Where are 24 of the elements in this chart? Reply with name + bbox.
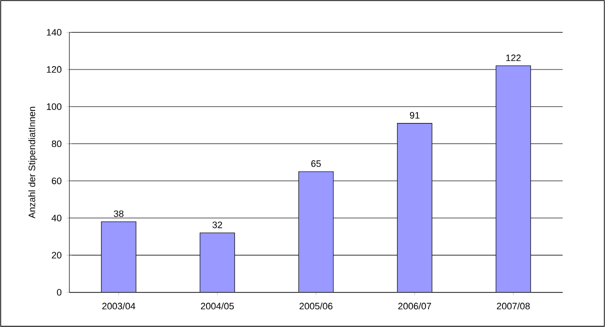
y-tick-label: 140: [46, 29, 62, 36]
y-axis-title: Anzahl der StipendiatInnen: [28, 106, 38, 218]
x-tick-label: 2007/08: [496, 302, 530, 310]
bar: [101, 221, 136, 292]
data-label: 91: [410, 112, 420, 119]
data-label: 65: [311, 160, 321, 167]
bar: [298, 171, 334, 292]
data-label: 38: [114, 210, 124, 218]
y-tick-label: 40: [52, 214, 62, 222]
data-label: 32: [212, 222, 222, 228]
bar: [397, 123, 432, 292]
bar: [200, 232, 235, 292]
y-tick-label: 0: [56, 289, 62, 296]
x-tick-label: 2005/06: [300, 302, 332, 310]
y-tick-label: 60: [52, 178, 62, 184]
y-tick-label: 20: [52, 252, 62, 258]
x-tick-label: 2004/05: [200, 302, 234, 310]
x-tick-label: 2003/04: [102, 302, 136, 310]
y-tick-label: 120: [46, 66, 62, 73]
y-tick-label: 80: [52, 140, 62, 148]
data-label: 122: [506, 54, 521, 62]
x-tick-label: 2006/07: [398, 302, 432, 310]
bar: [496, 65, 531, 292]
y-tick-label: 100: [46, 103, 62, 110]
